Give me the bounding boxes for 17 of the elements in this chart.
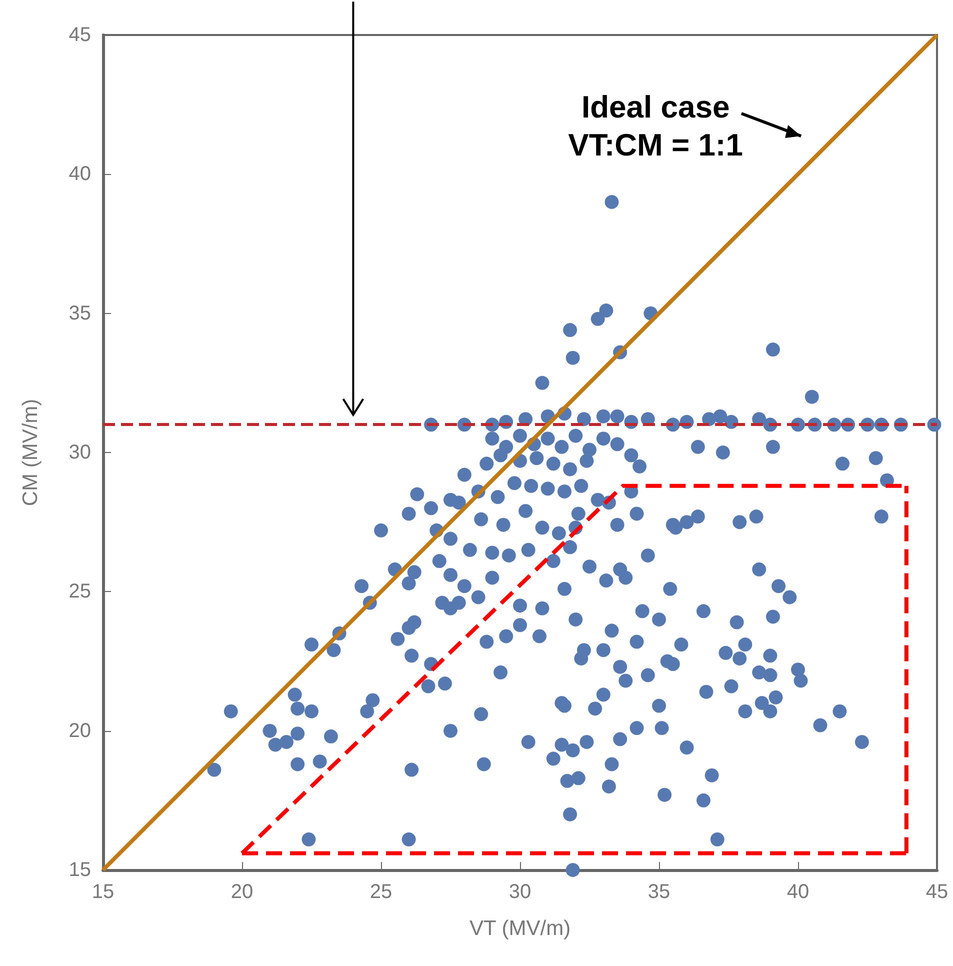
x-tick-label: 15 <box>92 881 114 903</box>
x-tick-label: 20 <box>230 881 254 903</box>
x-axis-title: VT (MV/m) <box>469 917 571 940</box>
y-tick-label: 30 <box>68 442 91 464</box>
y-tick-label: 35 <box>68 302 91 324</box>
y-tick-label: 25 <box>68 580 91 603</box>
x-tick-label: 45 <box>926 881 948 903</box>
y-tick-label: 40 <box>68 163 91 186</box>
y-tick-label: 20 <box>68 720 91 742</box>
x-tick-label: 25 <box>370 881 392 903</box>
x-tick-label: 40 <box>786 881 810 903</box>
y-tick-label: 45 <box>68 24 91 46</box>
x-tick-label: 30 <box>508 881 532 903</box>
y-tick-label: 15 <box>68 859 91 881</box>
y-axis-title: CM (MV/m) <box>19 398 42 506</box>
x-tick-label: 35 <box>648 881 670 903</box>
annotation: Ideal case VT:CM = 1:1 <box>568 90 744 162</box>
